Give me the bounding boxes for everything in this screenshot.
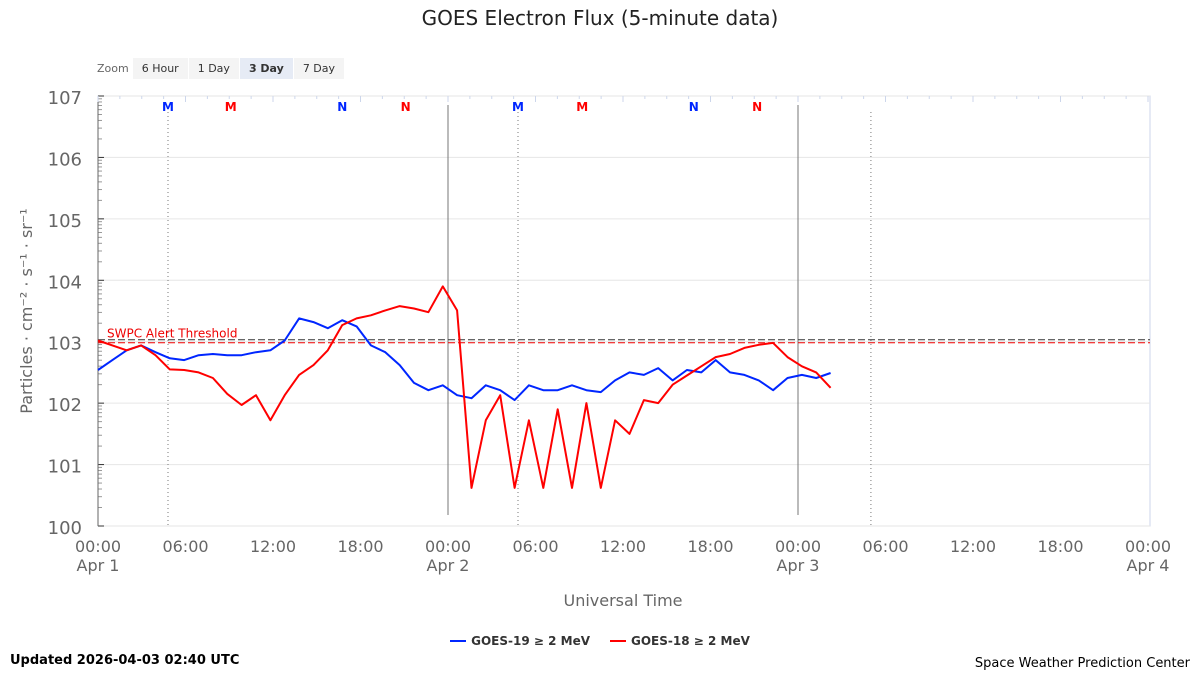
zoom-3-day-button[interactable]: 3 Day <box>239 58 293 79</box>
x-tick-label: 12:00 <box>600 537 646 556</box>
zoom-label: Zoom <box>97 62 129 75</box>
x-tick-label: 18:00 <box>337 537 383 556</box>
zoom-7-day-button[interactable]: 7 Day <box>293 58 345 79</box>
x-tick-label: 06:00 <box>512 537 558 556</box>
y-tick-label: 100 <box>48 518 82 539</box>
legend-swatch <box>610 640 626 642</box>
legend-item-goes18[interactable]: GOES-18 ≥ 2 MeV <box>610 634 750 648</box>
plot-border <box>97 95 1151 527</box>
threshold-label: SWPC Alert Threshold <box>107 327 237 341</box>
y-tick-label: 105 <box>48 211 82 232</box>
marker-label: M <box>576 100 588 114</box>
x-tick-label: 06:00 <box>162 537 208 556</box>
x-tick-date: Apr 3 <box>777 556 820 575</box>
series-line-goes18 <box>97 285 832 489</box>
legend-label: GOES-18 ≥ 2 MeV <box>631 634 750 648</box>
chart-title: GOES Electron Flux (5-minute data) <box>421 6 779 30</box>
marker-label: M <box>225 100 237 114</box>
x-tick-date: Apr 1 <box>77 556 120 575</box>
legend-item-goes19[interactable]: GOES-19 ≥ 2 MeV <box>450 634 590 648</box>
credit-text: Space Weather Prediction Center <box>974 656 1190 671</box>
y-tick-label: 104 <box>48 272 82 293</box>
x-tick-date: Apr 2 <box>427 556 470 575</box>
x-tick-label: 00:00 <box>775 537 821 556</box>
x-tick-label: 06:00 <box>862 537 908 556</box>
marker-label: M <box>162 100 174 114</box>
x-tick-label: 18:00 <box>1037 537 1083 556</box>
y-tick-label: 106 <box>48 149 82 170</box>
y-axis-title: Particles · cm⁻² · s⁻¹ · sr⁻¹ <box>17 208 36 413</box>
y-tick-label: 107 <box>48 88 82 109</box>
marker-label: N <box>337 100 347 114</box>
legend-label: GOES-19 ≥ 2 MeV <box>471 634 590 648</box>
x-tick-date: Apr 4 <box>1127 556 1170 575</box>
x-tick-label: 00:00 <box>75 537 121 556</box>
zoom-6-hour-button[interactable]: 6 Hour <box>132 58 188 79</box>
y-tick-label: 101 <box>48 457 82 478</box>
marker-label: N <box>689 100 699 114</box>
updated-timestamp: Updated 2026-04-03 02:40 UTC <box>10 653 240 668</box>
x-tick-label: 18:00 <box>687 537 733 556</box>
x-tick-label: 12:00 <box>950 537 996 556</box>
x-axis-title: Universal Time <box>563 591 682 610</box>
legend-swatch <box>450 640 467 642</box>
x-tick-label: 00:00 <box>425 537 471 556</box>
y-tick-label: 102 <box>48 395 82 416</box>
marker-label: N <box>752 100 762 114</box>
marker-label: N <box>401 100 411 114</box>
zoom-1-day-button[interactable]: 1 Day <box>188 58 239 79</box>
legend: GOES-19 ≥ 2 MeV GOES-18 ≥ 2 MeV <box>0 634 1200 648</box>
x-tick-label: 00:00 <box>1125 537 1171 556</box>
zoom-bar: Zoom 6 Hour 1 Day 3 Day 7 Day <box>97 58 345 79</box>
x-tick-label: 12:00 <box>250 537 296 556</box>
y-tick-label: 103 <box>48 334 82 355</box>
marker-label: M <box>512 100 524 114</box>
